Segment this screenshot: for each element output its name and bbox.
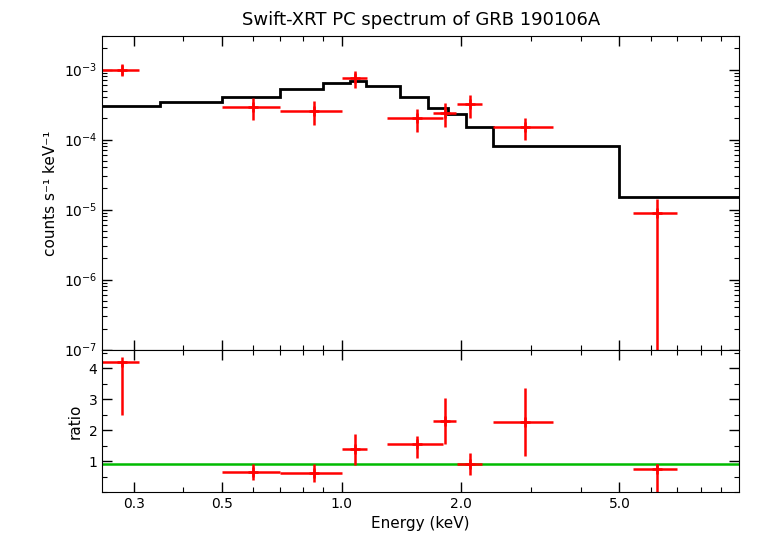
Title: Swift-XRT PC spectrum of GRB 190106A: Swift-XRT PC spectrum of GRB 190106A [242, 11, 600, 29]
Y-axis label: counts s⁻¹ keV⁻¹: counts s⁻¹ keV⁻¹ [43, 130, 58, 256]
X-axis label: Energy (keV): Energy (keV) [371, 517, 470, 532]
Y-axis label: ratio: ratio [68, 403, 83, 439]
